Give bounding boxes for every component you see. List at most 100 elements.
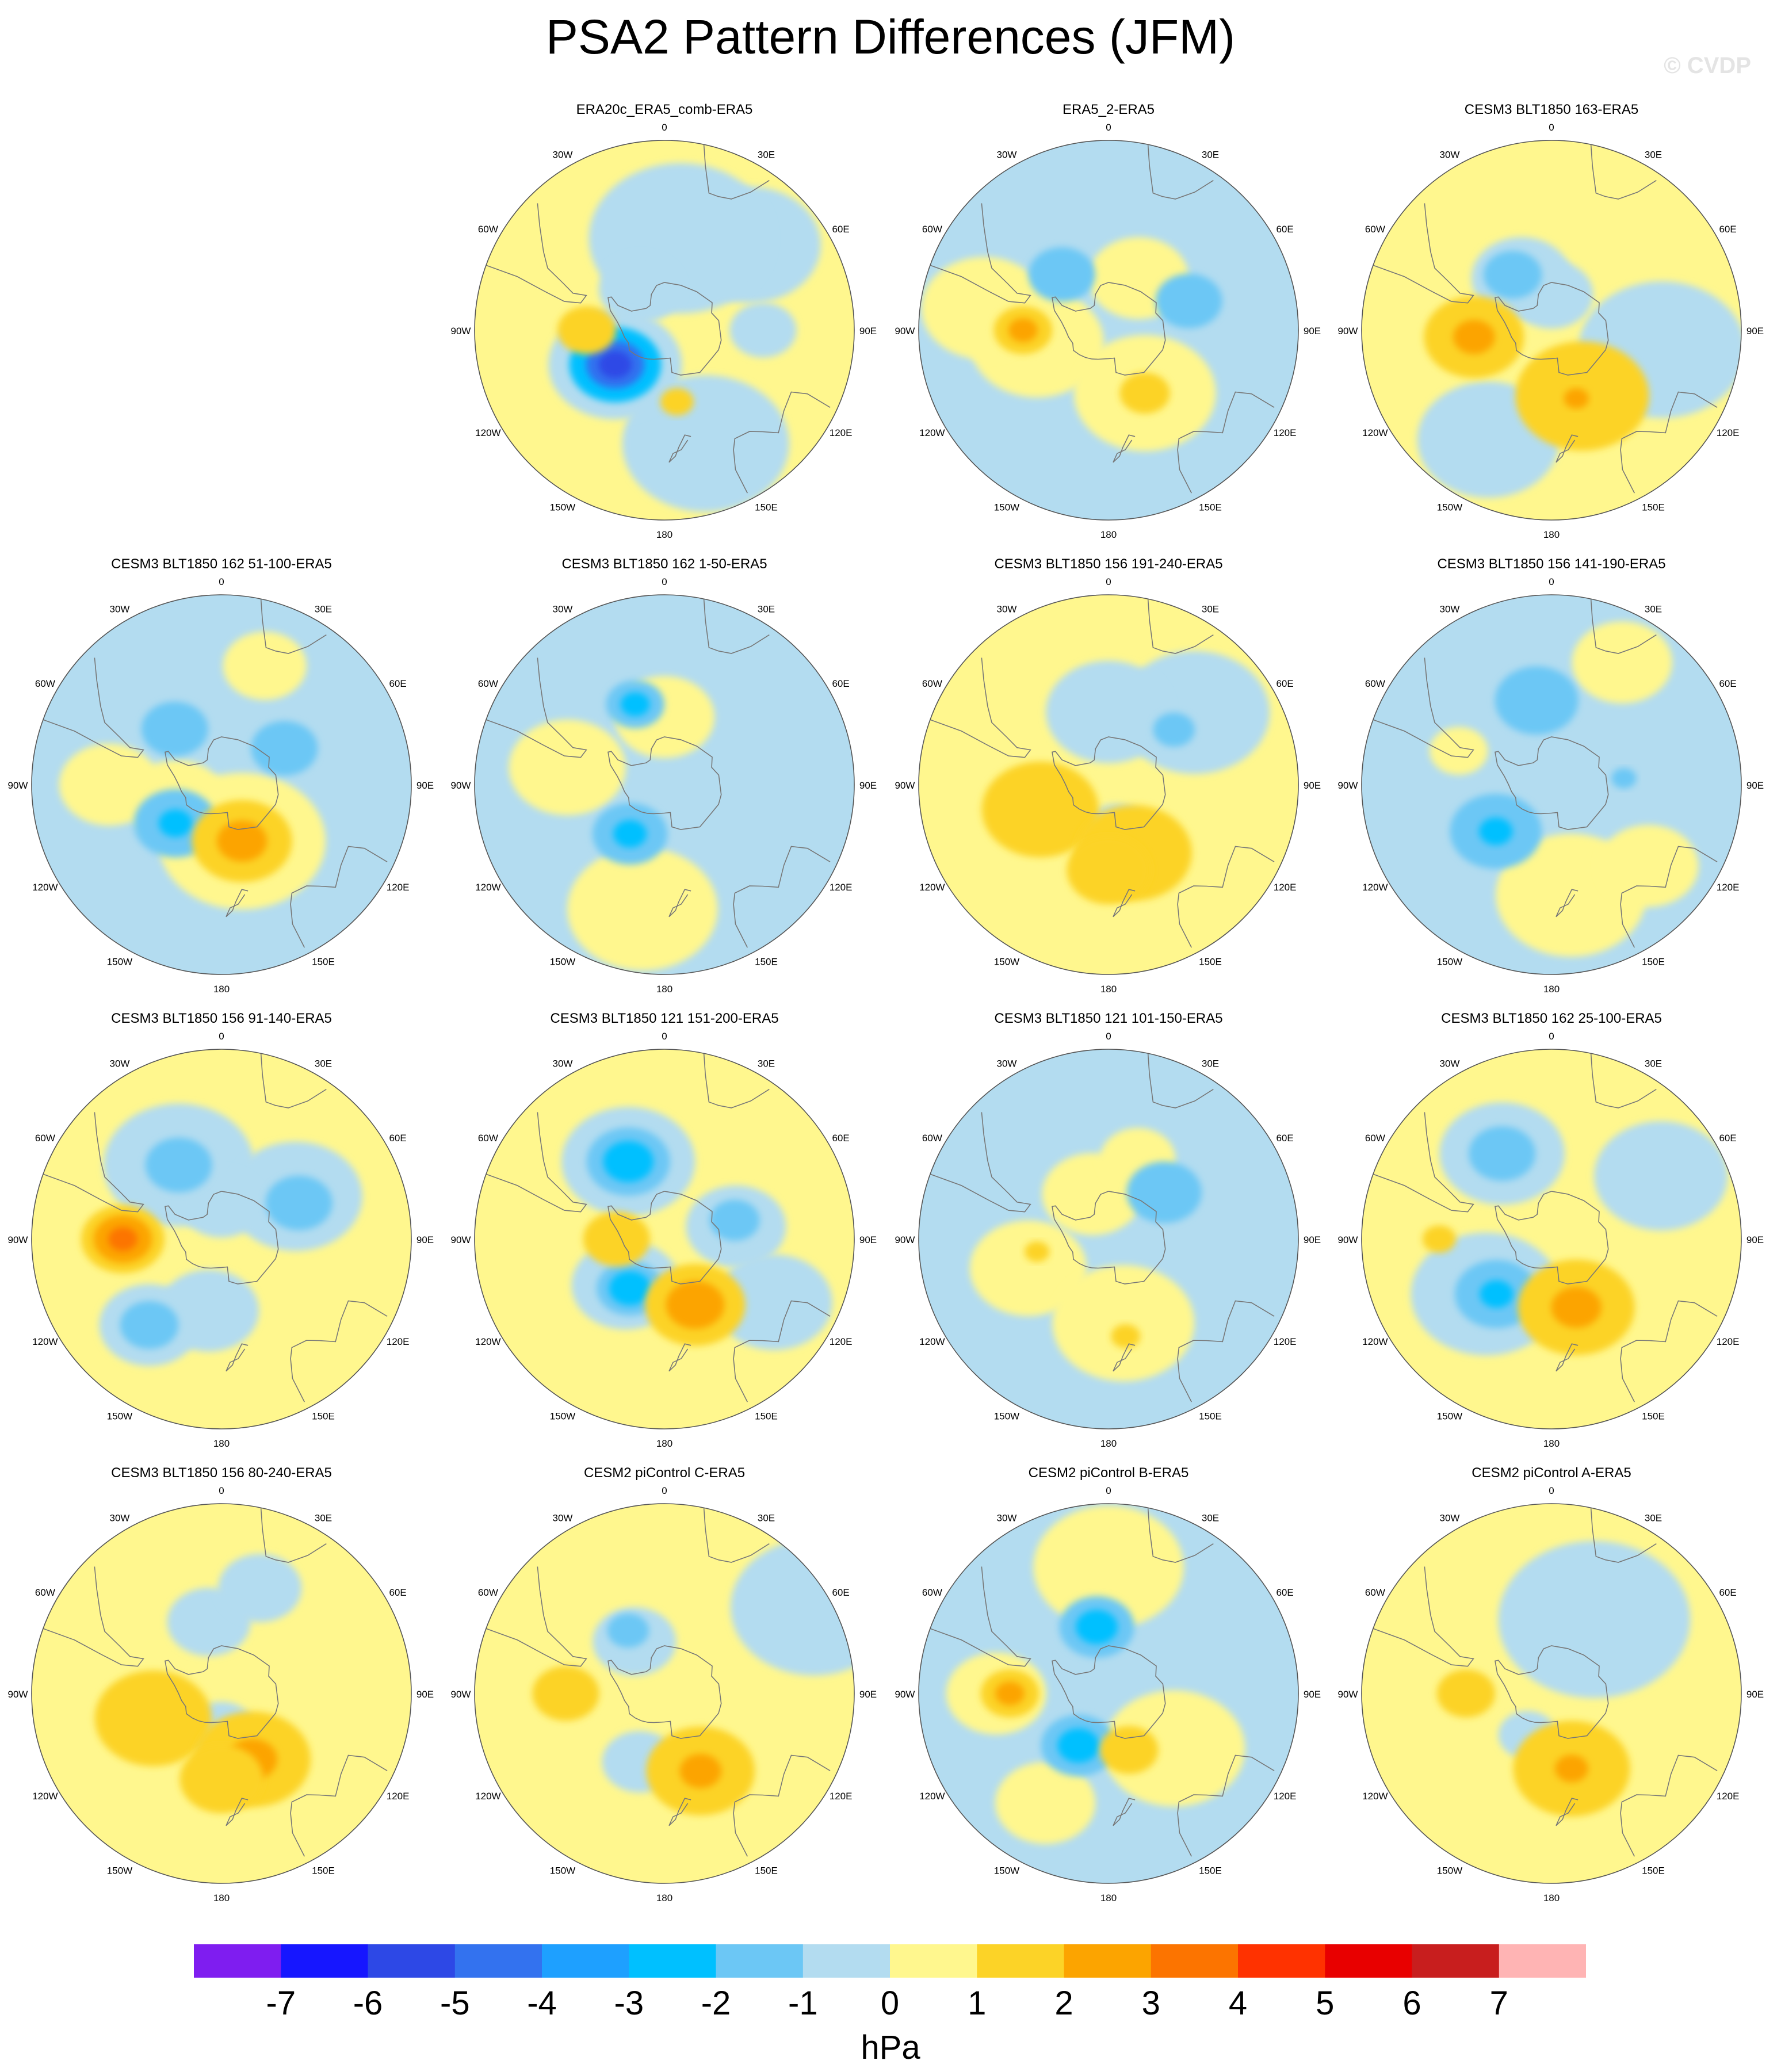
anomaly-contour (251, 721, 318, 776)
longitude-label: 120W (32, 882, 58, 893)
colorbar-swatch (368, 1944, 456, 1978)
anomaly-contour (1067, 836, 1151, 904)
longitude-label: 0 (1106, 1485, 1111, 1496)
longitude-label: 120W (919, 427, 945, 438)
map-panel: CESM3 BLT1850 156 141-190-ERA5 0 30E 60E 90E… (1330, 556, 1773, 1010)
map-panel: CESM2 piControl C-ERA5 0 30E 60E 90E 120E 150E… (443, 1465, 886, 1919)
new-zealand-outline (1555, 1798, 1579, 1826)
new-zealand-outline (1555, 889, 1579, 918)
anomaly-contour (1024, 1241, 1050, 1262)
longitude-label: 120E (387, 882, 410, 893)
longitude-label: 60E (1276, 1587, 1293, 1598)
longitude-label: 120W (1362, 1791, 1388, 1802)
longitude-label: 120W (1362, 427, 1388, 438)
panel-title: CESM3 BLT1850 163-ERA5 (1464, 102, 1639, 117)
colorbar-tick-label: 5 (1316, 1985, 1334, 2022)
anomaly-contour (1103, 1690, 1245, 1807)
antarctica-outline (1052, 1645, 1166, 1739)
longitude-label: 150E (1199, 1411, 1222, 1422)
africa-outline (703, 144, 770, 200)
longitude-label: 60E (832, 1587, 849, 1598)
anomaly-contour (141, 701, 208, 756)
panel-title: CESM3 BLT1850 162 25-100-ERA5 (1441, 1011, 1662, 1026)
africa-outline (1147, 599, 1214, 654)
south-america-outline (1373, 1566, 1474, 1667)
colorbar-swatch (1325, 1944, 1413, 1978)
colorbar-swatch (977, 1944, 1065, 1978)
antarctica-outline (1052, 282, 1166, 376)
longitude-label: 60W (1365, 1133, 1385, 1144)
longitude-label: 120E (1717, 1336, 1740, 1347)
anomaly-contour (94, 1670, 212, 1767)
polar-map: 0 30E 60E 90E 120E 150E 180 150W 120W 90W 60W 30W (451, 1031, 877, 1449)
longitude-label: 90E (1746, 1234, 1764, 1245)
longitude-label: 0 (219, 1031, 224, 1042)
longitude-label: 0 (662, 576, 667, 587)
colorbar-tick-label: -3 (614, 1985, 644, 2022)
australia-outline (290, 846, 388, 948)
panel-title: CESM2 piControl B-ERA5 (1028, 1465, 1189, 1481)
new-zealand-outline (668, 889, 691, 918)
anomaly-contour (557, 306, 616, 354)
anomaly-contour (1422, 1225, 1456, 1253)
africa-outline (1590, 1508, 1657, 1563)
anomaly-contour (179, 1169, 263, 1238)
anomaly-contour (1555, 1754, 1588, 1783)
australia-outline (1620, 391, 1718, 494)
panel-title: CESM3 BLT1850 162 51-100-ERA5 (111, 556, 332, 572)
south-america-outline (486, 1566, 587, 1667)
anomaly-contour (159, 1270, 259, 1352)
anomaly-contour (969, 1220, 1087, 1316)
longitude-label: 120E (1717, 427, 1740, 438)
anomaly-contour (660, 388, 694, 416)
south-america-outline (486, 657, 587, 758)
longitude-label: 180 (213, 984, 230, 995)
colorbar-swatch (1238, 1944, 1325, 1978)
colorbar: -7 -6 -5 -4 -3 -2 -1 0 1 2 3 4 5 6 7 (194, 1944, 1586, 2022)
longitude-label: 90E (859, 326, 877, 337)
map-border (918, 1049, 1299, 1429)
colorbar-tick-label: 1 (968, 1985, 986, 2022)
map-panel: CESM3 BLT1850 162 1-50-ERA5 0 30E 60E 90E 120… (443, 556, 886, 1010)
colorbar-tick-label: -1 (788, 1985, 818, 2022)
australia-outline (733, 846, 831, 948)
anomaly-contour (217, 820, 267, 862)
longitude-label: 30W (1440, 1512, 1460, 1523)
longitude-label: 180 (1100, 529, 1117, 540)
longitude-label: 60E (1719, 1587, 1736, 1598)
anomaly-contour (1057, 1728, 1100, 1763)
longitude-label: 30W (1440, 149, 1460, 160)
longitude-label: 150W (994, 1865, 1019, 1876)
longitude-label: 120E (830, 1791, 853, 1802)
new-zealand-outline (668, 1798, 691, 1826)
longitude-label: 60E (1719, 1133, 1736, 1144)
antarctica-outline (1495, 1191, 1609, 1285)
map-panel: CESM3 BLT1850 162 25-100-ERA5 0 30E 60E 90E 1… (1330, 1010, 1773, 1465)
anomaly-contour (730, 1539, 854, 1676)
longitude-label: 30W (110, 603, 130, 614)
longitude-label: 30W (997, 1058, 1017, 1069)
anomaly-contour (1155, 273, 1222, 328)
longitude-label: 60W (922, 678, 942, 689)
longitude-label: 60W (1365, 1587, 1385, 1598)
longitude-label: 120E (1274, 427, 1297, 438)
longitude-label: 150W (107, 1411, 132, 1422)
longitude-label: 180 (656, 984, 672, 995)
longitude-label: 120W (1362, 1336, 1388, 1347)
map-panel: CESM3 BLT1850 162 51-100-ERA5 0 30E 60E 90E 1… (0, 556, 443, 1010)
anomaly-contour (1119, 372, 1170, 414)
longitude-label: 150W (994, 502, 1019, 513)
longitude-label: 30E (1645, 1512, 1662, 1523)
longitude-label: 60E (832, 678, 849, 689)
map-panel: CESM3 BLT1850 163-ERA5 0 30E 60E 90E 120E 150E… (1330, 101, 1773, 556)
colorbar-swatch (1412, 1944, 1500, 1978)
colorbar-tick-label: -5 (440, 1985, 470, 2022)
colorbar-swatch (1151, 1944, 1239, 1978)
longitude-label: 90W (8, 780, 28, 791)
new-zealand-outline (1555, 1343, 1579, 1372)
polar-map: 0 30E 60E 90E 120E 150E 180 150W 120W 90W 60W 30W (1338, 576, 1764, 995)
map-panel: CESM2 piControl A-ERA5 0 30E 60E 90E 120E 150E… (1330, 1465, 1773, 1919)
longitude-label: 0 (1106, 1031, 1111, 1042)
longitude-label: 150W (994, 957, 1019, 968)
longitude-label: 180 (213, 1438, 230, 1449)
